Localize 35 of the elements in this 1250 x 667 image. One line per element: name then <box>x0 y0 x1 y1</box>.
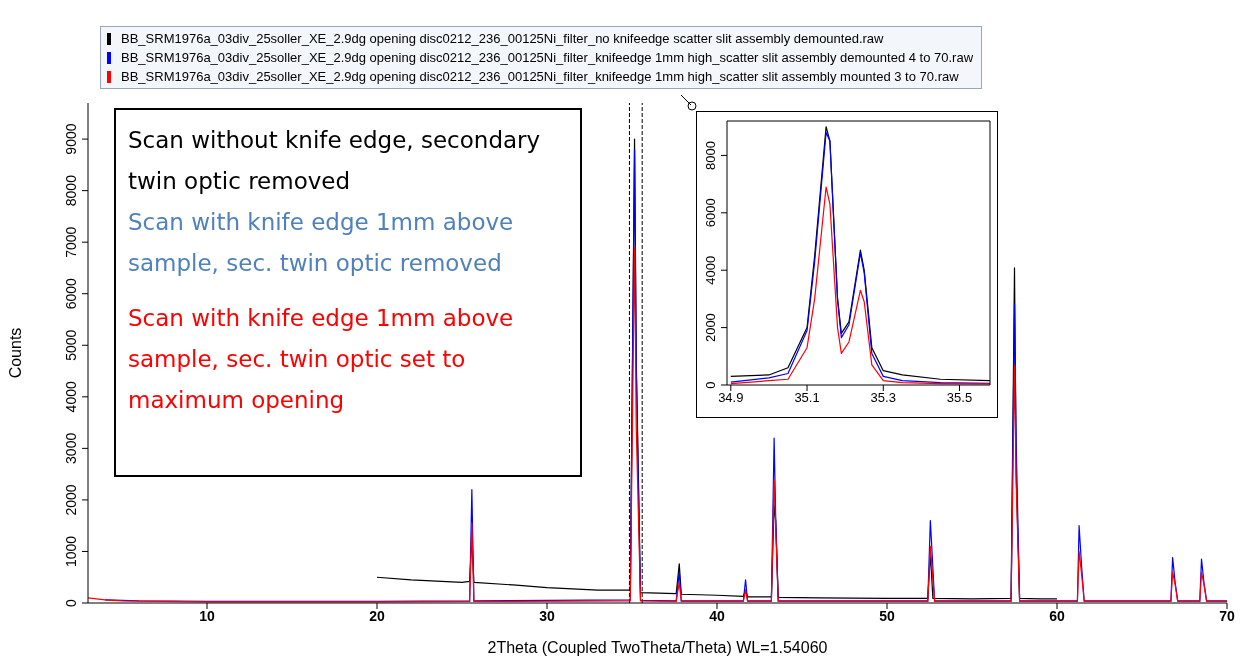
note-box: Scan without knife edge, secondary twin optic removed Scan with knife edge 1mm above sample, sec. twin optic removed Scan with knife edge 1mm above sample, sec. twin optic set to maximum opening <box>114 108 582 477</box>
x-tick-label: 35.1 <box>794 390 820 406</box>
y-tick-label: 0 <box>703 381 718 389</box>
y-tick-label: 8000 <box>63 174 79 207</box>
y-tick-label: 6000 <box>703 198 718 228</box>
annotation: Scan without knife edge, secondary twin optic removed <box>128 126 542 196</box>
y-tick-label: 7000 <box>63 226 79 258</box>
x-tick-label: 40 <box>709 607 725 624</box>
x-tick-label: 34.9 <box>718 390 744 406</box>
y-tick-label: 5000 <box>63 329 79 361</box>
x-tick-label: 10 <box>199 607 215 624</box>
x-tick-label: 50 <box>879 607 895 624</box>
legend-label: BB_SRM1976a_03div_25soller_XE_2.9dg opening disc0212_236_00125Ni_filter_knifeedge 1mm high_scatter slit assembly mounted 3 to 70.raw <box>121 68 959 86</box>
x-axis-title: 2Theta (Coupled TwoTheta/Theta) WL=1.54060 <box>487 639 828 656</box>
y-tick-label: 1000 <box>63 535 79 568</box>
y-tick-label: 6000 <box>63 277 79 310</box>
y-tick-label: 2000 <box>703 313 718 343</box>
x-tick-label: 60 <box>1049 607 1065 624</box>
y-tick-label: 0 <box>63 598 79 607</box>
annotation: Scan with knife edge 1mm above sample, sec. twin optic removed <box>128 208 515 278</box>
y-tick-label: 4000 <box>703 255 718 285</box>
x-tick-label: 20 <box>369 607 385 624</box>
x-tick-label: 70 <box>1219 607 1235 624</box>
y-tick-label: 4000 <box>63 381 79 413</box>
y-tick-label: 3000 <box>63 432 79 464</box>
y-tick-label: 8000 <box>703 140 718 170</box>
x-tick-label: 35.5 <box>946 390 973 406</box>
legend-label: BB_SRM1976a_03div_25soller_XE_2.9dg opening disc0212_236_00125Ni_filter_no knifeedge scatter slit assembly demounted.raw <box>121 30 884 48</box>
x-tick-label: 35.3 <box>870 390 896 406</box>
annotation: Scan with knife edge 1mm above sample, sec. twin optic set to maximum opening <box>128 304 515 415</box>
x-tick-label: 30 <box>539 607 555 624</box>
legend-label: BB_SRM1976a_03div_25soller_XE_2.9dg opening disc0212_236_00125Ni_filter_knifeedge 1mm high_scatter slit assembly demounted 4 to 70.raw <box>121 49 974 67</box>
y-axis-title: Counts <box>6 327 24 379</box>
y-tick-label: 9000 <box>63 123 79 155</box>
y-tick-label: 2000 <box>63 484 79 516</box>
